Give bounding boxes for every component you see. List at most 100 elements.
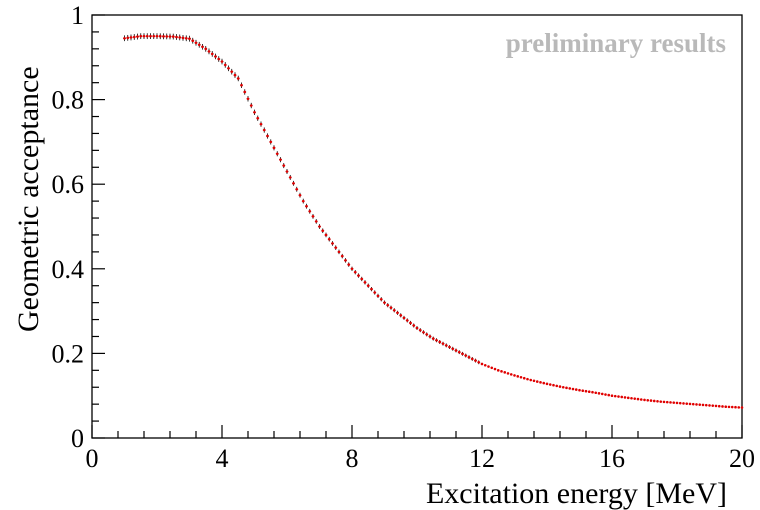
data-point [162,33,165,40]
data-point [295,186,299,192]
data-point [428,334,432,339]
x-tick-label: 8 [346,444,359,473]
data-point [591,390,594,394]
data-point [474,358,477,363]
data-point [639,398,643,401]
data-point [587,390,591,394]
data-point [363,280,367,285]
data-point [480,362,484,366]
data-point [441,341,445,346]
data-point [171,33,175,40]
data-point [526,377,529,381]
data-point [188,35,191,42]
data-point [503,371,507,374]
data-point [610,394,614,398]
data-point [165,33,169,40]
data-point [721,405,724,408]
data-point [243,89,247,95]
x-axis-tick-labels: 0 4 8 12 16 20 [86,444,756,473]
data-point [730,405,734,409]
data-point [175,34,178,40]
data-point [682,402,685,405]
data-point [129,34,133,41]
data-point [506,372,510,375]
data-point [604,393,607,396]
data-point [223,62,227,68]
data-point [155,33,159,40]
data-point [483,363,487,367]
data-point [464,353,468,358]
data-point [431,336,435,341]
data-point [613,394,617,398]
data-point [236,75,240,82]
data-point [649,399,653,402]
data-point [337,249,341,255]
data-point [685,402,689,405]
data-point [145,33,149,40]
data-point [139,33,143,40]
data-point [405,318,409,323]
data-point [633,397,637,400]
data-point [565,386,568,390]
data-point [552,383,555,387]
data-point [698,403,702,406]
data-point [662,400,666,404]
data-point [457,350,461,355]
data-point [708,404,711,407]
data-point [688,402,692,406]
data-point [132,34,136,40]
data-point [142,33,146,40]
data-point [412,323,416,328]
data-point [123,35,126,42]
x-axis-title: Excitation energy [MeV] [426,477,727,510]
data-point [210,51,214,57]
data-point [461,351,464,356]
data-point [249,102,253,109]
data-point [262,127,266,133]
data-point [626,396,630,400]
data-point [331,241,334,246]
data-point [493,367,497,371]
data-point [136,33,139,40]
data-point [691,402,695,406]
data-point [285,169,289,175]
data-point [396,310,399,315]
x-tick-label: 4 [216,444,229,473]
data-point [717,404,721,408]
data-point [324,232,328,238]
data-point [240,82,243,88]
data-point [548,383,552,386]
data-point [607,393,611,397]
y-axis-tick-labels: 0 0.2 0.4 0.6 0.8 1 [52,1,85,453]
data-point [344,258,347,263]
data-point [246,96,250,102]
data-point [220,58,224,65]
data-point [600,392,604,396]
data-point [327,236,331,242]
data-point [532,379,536,383]
data-point [217,56,221,62]
data-point [435,338,438,343]
data-point [305,203,308,209]
data-point [275,151,279,157]
data-point [197,41,201,48]
data-point [519,375,523,379]
data-point [672,401,676,404]
data-point [545,382,549,386]
data-point [259,121,263,127]
data-point [370,286,373,292]
y-tick-label: 0.8 [52,86,85,115]
data-point [350,266,354,271]
x-tick-label: 20 [729,444,755,473]
data-point [415,325,419,331]
data-point [256,115,260,121]
data-point [477,360,481,365]
data-point [438,339,442,344]
data-point [643,398,646,402]
data-point [158,33,162,40]
data-point [659,400,663,403]
data-point [227,65,230,72]
data-point [451,346,455,351]
data-point [623,396,627,399]
